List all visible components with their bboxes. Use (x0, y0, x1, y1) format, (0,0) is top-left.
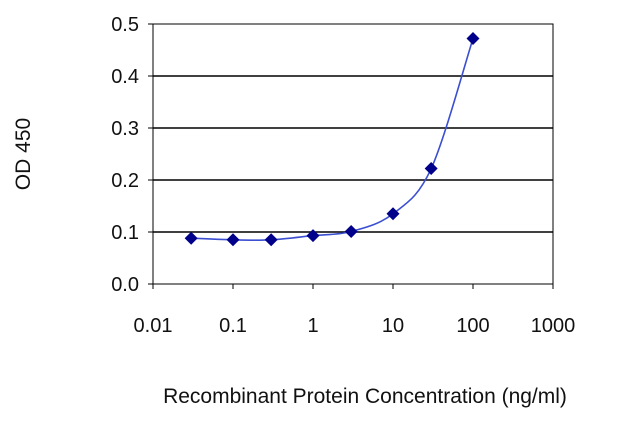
x-tick-label: 0.01 (134, 315, 173, 337)
data-point-diamond (466, 32, 480, 46)
fit-curve (191, 38, 474, 241)
y-tick-label: 0.3 (111, 118, 139, 140)
x-tick-label: 10 (382, 315, 404, 337)
data-point-diamond (424, 162, 438, 176)
x-tick-label: 1 (307, 315, 318, 337)
data-point-diamond (184, 231, 198, 245)
data-point-diamond (264, 233, 278, 247)
data-series (184, 32, 480, 247)
y-tick-label: 0.5 (111, 14, 139, 36)
x-tick-label: 100 (456, 315, 489, 337)
data-point-diamond (226, 233, 240, 247)
y-tick-label: 0.1 (111, 222, 139, 244)
data-point-diamond (306, 229, 320, 243)
data-point-diamond (386, 207, 400, 221)
y-tick-label: 0.4 (111, 66, 139, 88)
data-point-diamond (344, 224, 358, 238)
y-tick-labels: 0.0 0.1 0.2 0.3 0.4 0.5 (111, 14, 139, 296)
x-tick-label: 1000 (531, 315, 576, 337)
y-tick-label: 0.2 (111, 170, 139, 192)
x-axis-label: Recombinant Protein Concentration (ng/ml… (163, 385, 567, 408)
plot-area (152, 23, 554, 285)
x-tick-labels: 0.01 0.1 1 10 100 1000 (134, 315, 576, 337)
y-axis-label: OD 450 (12, 118, 35, 190)
x-tick-label: 0.1 (219, 315, 247, 337)
y-tick-label: 0.0 (111, 274, 139, 296)
axes (148, 23, 554, 289)
